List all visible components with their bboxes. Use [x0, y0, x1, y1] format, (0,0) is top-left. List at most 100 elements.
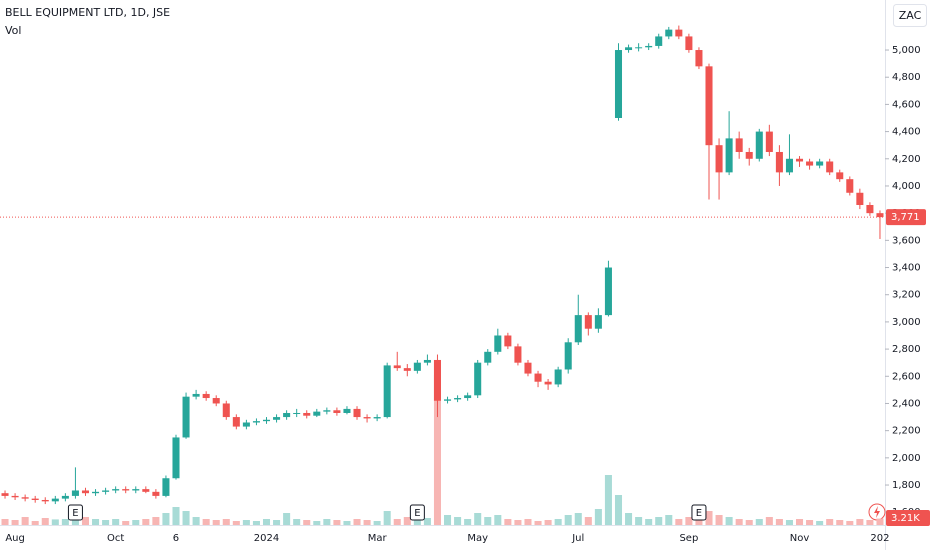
- earnings-label: E: [72, 508, 78, 519]
- earnings-marker[interactable]: [691, 504, 707, 521]
- candle-body: [604, 267, 612, 316]
- y-tick-label: 4,400: [892, 127, 921, 138]
- candle-body: [836, 172, 844, 180]
- candle-body: [252, 421, 260, 423]
- volume-bar: [92, 519, 100, 525]
- earnings-marker[interactable]: [409, 504, 425, 521]
- candle-body: [182, 396, 190, 438]
- candle-body: [343, 408, 351, 413]
- candle-body: [202, 393, 210, 399]
- volume-bar: [393, 519, 401, 525]
- y-tick-label: 3,600: [892, 235, 921, 246]
- y-tick-label: 3,000: [892, 317, 921, 328]
- volume-bar: [202, 519, 210, 525]
- volume-bar: [795, 519, 804, 525]
- candle-body: [574, 315, 582, 343]
- candle-body: [21, 497, 29, 499]
- volume-bar: [715, 515, 723, 525]
- volume-bar: [242, 520, 250, 525]
- candle-body: [775, 151, 783, 173]
- candle-body: [625, 47, 633, 51]
- volume-bar: [273, 520, 281, 525]
- volume-bar: [383, 511, 391, 525]
- candle-body: [705, 66, 713, 146]
- volume-bar: [222, 519, 230, 525]
- volume-bar: [102, 520, 110, 525]
- chart-title: BELL EQUIPMENT LTD, 1D, JSE: [5, 6, 170, 19]
- candle-body: [614, 50, 623, 118]
- y-tick-label: 2,800: [892, 344, 921, 355]
- y-tick-label: 3,400: [892, 263, 921, 274]
- currency-label[interactable]: ZAC: [899, 9, 922, 22]
- candle-body: [816, 161, 824, 166]
- candle-body: [725, 138, 733, 173]
- candle-body: [433, 359, 441, 401]
- volume-bar: [212, 520, 220, 525]
- volume-bar: [413, 519, 421, 525]
- volume-bar: [112, 519, 120, 525]
- candle-body: [283, 412, 291, 418]
- y-tick-label: 1,800: [892, 480, 921, 491]
- candle-body: [363, 417, 371, 419]
- earnings-marker[interactable]: [67, 504, 83, 521]
- volume-bar: [142, 519, 150, 525]
- volume-bar: [524, 519, 532, 525]
- volume-bar: [745, 520, 753, 525]
- volume-bar: [132, 520, 140, 525]
- candle-body: [293, 412, 301, 414]
- volume-bar: [423, 518, 431, 525]
- candle-body: [655, 36, 663, 46]
- x-tick-label: 2024: [254, 533, 279, 544]
- volume-bar: [755, 519, 763, 525]
- candle-body: [393, 365, 401, 369]
- volume-bar: [122, 521, 130, 525]
- volume-bar: [283, 513, 291, 525]
- volume-bar: [81, 517, 90, 525]
- volume-bar: [192, 517, 200, 525]
- volume-bar: [584, 517, 592, 525]
- volume-bar: [373, 521, 381, 525]
- volume-bar: [614, 495, 623, 525]
- candle-body: [444, 399, 452, 401]
- volume-bar: [433, 375, 441, 525]
- volume-bar: [866, 520, 874, 525]
- y-tick-label: 4,000: [892, 181, 921, 192]
- candle-body: [71, 490, 79, 496]
- volume-bar: [504, 519, 512, 525]
- candle-body: [41, 499, 49, 502]
- candle-body: [413, 362, 421, 371]
- candle-body: [514, 346, 522, 363]
- volume-bar: [252, 521, 260, 525]
- volume-bar: [806, 520, 814, 525]
- currency-button[interactable]: [893, 4, 927, 27]
- volume-bar: [303, 520, 311, 525]
- volume-bar: [625, 513, 633, 525]
- volume-bar: [474, 513, 482, 525]
- y-tick-label: 2,000: [892, 453, 921, 464]
- y-tick-label: 5,000: [892, 45, 921, 56]
- candle-body: [534, 373, 542, 382]
- volume-bar: [1, 519, 9, 525]
- volume-bar: [594, 509, 602, 525]
- x-tick-label: Mar: [368, 533, 388, 544]
- volume-bar: [856, 519, 864, 525]
- candle-body: [564, 342, 572, 370]
- candle-body: [474, 362, 482, 396]
- candle-body: [554, 369, 562, 385]
- candle-body: [102, 490, 110, 492]
- candle-body: [645, 45, 653, 48]
- candle-body: [373, 417, 381, 419]
- volume-bar: [51, 519, 59, 525]
- candle-body: [11, 495, 19, 498]
- x-tick-label: Sep: [679, 533, 698, 544]
- candle-body: [745, 151, 753, 159]
- candle-body: [685, 36, 693, 51]
- volume-bar: [152, 517, 160, 525]
- candle-body: [172, 437, 180, 479]
- volume-bar: [514, 520, 522, 525]
- candle-body: [122, 489, 130, 491]
- x-tick-label: Jul: [571, 533, 584, 544]
- earnings-label: E: [696, 508, 702, 519]
